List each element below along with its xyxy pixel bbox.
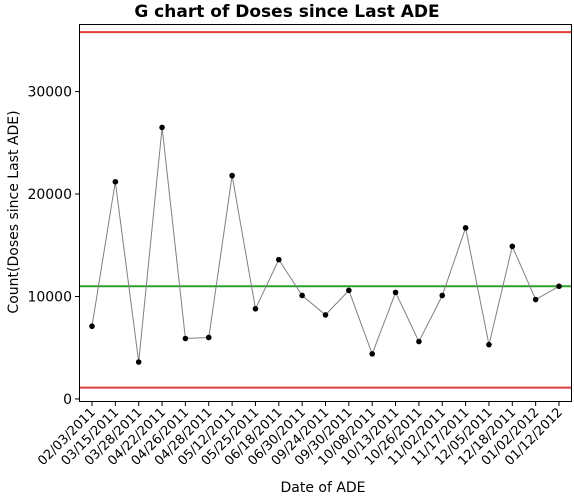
data-point: [205, 334, 212, 341]
data-point: [135, 359, 142, 365]
data-point: [182, 335, 189, 342]
chart-title: G chart of Doses since Last ADE: [134, 2, 440, 22]
y-axis-title: Count(Doses since Last ADE): [6, 110, 22, 313]
data-point: [252, 305, 259, 312]
y-tick-label: 10000: [27, 289, 72, 305]
y-tick-label: 20000: [27, 187, 72, 203]
data-point: [299, 292, 305, 299]
data-point: [556, 283, 562, 290]
data-point: [486, 341, 492, 348]
data-point: [346, 287, 352, 294]
y-tick-label: 0: [63, 392, 72, 408]
x-axis-title: Date of ADE: [280, 480, 365, 496]
data-point: [229, 172, 235, 179]
data-point: [416, 338, 422, 345]
data-point: [369, 351, 376, 357]
data-point: [276, 256, 282, 263]
data-point: [159, 124, 165, 131]
data-series: [89, 124, 562, 365]
data-point: [439, 292, 446, 299]
plot-frame: [79, 24, 572, 402]
data-point: [112, 178, 119, 185]
y-axis: 0 10000 20000 30000: [27, 85, 80, 408]
control-limits: [80, 31, 571, 389]
y-tick-label: 30000: [27, 85, 72, 101]
data-point: [392, 289, 399, 296]
data-point: [89, 323, 95, 330]
data-point: [462, 225, 469, 231]
data-point: [322, 312, 329, 318]
x-axis: 02/03/201103/15/201103/28/201104/22/2011…: [35, 401, 566, 469]
data-point: [532, 296, 539, 303]
data-point: [509, 243, 516, 250]
